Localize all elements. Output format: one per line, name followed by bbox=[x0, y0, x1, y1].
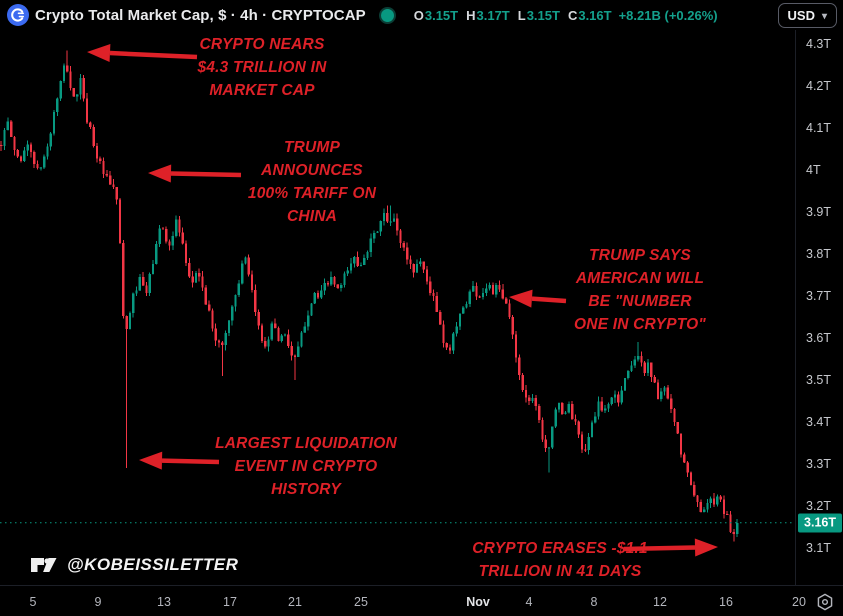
price-axis-label: 3.7T bbox=[806, 289, 832, 303]
annotation-trump-tariff: TRUMP ANNOUNCES 100% TARIFF ON CHINA bbox=[248, 136, 376, 228]
ohlc-values: O 3.15T H 3.17T L 3.15T C 3.16T +8.21B (+0.2… bbox=[406, 8, 718, 23]
open-label: O bbox=[413, 7, 424, 23]
price-axis-label: 3.9T bbox=[806, 205, 832, 219]
watermark: @KOBEISSILETTER bbox=[30, 552, 238, 578]
annotation-line: $4.3 TRILLION IN bbox=[197, 59, 327, 76]
symbol-title[interactable]: Crypto Total Market Cap, $ · 4h · CRYPTO… bbox=[35, 6, 366, 24]
annotation-crypto-nears-peak: CRYPTO NEARS $4.3 TRILLION IN MARKET CAP bbox=[198, 33, 327, 102]
annotation-line: TRUMP bbox=[283, 139, 341, 156]
annotation-line: 100% TARIFF ON bbox=[247, 185, 377, 202]
cryptocap-logo-icon bbox=[7, 4, 29, 26]
open-value: 3.15T bbox=[424, 7, 459, 23]
time-axis-label: 17 bbox=[223, 595, 237, 609]
price-axis[interactable]: 3.16T 4.3T 4.2T 4.1T 4T 3.9T 3.8T 3.7T 3.6T 3.5T… bbox=[795, 30, 843, 585]
time-axis-label: 4 bbox=[525, 595, 533, 609]
price-axis-label: 3.3T bbox=[806, 457, 832, 471]
annotation-line: EVENT IN CRYPTO bbox=[234, 458, 378, 475]
annotation-arrow-shaft bbox=[170, 171, 242, 178]
price-axis-label: 4.3T bbox=[806, 37, 832, 51]
annotation-arrow-shaft bbox=[109, 50, 198, 60]
price-axis-label: 3.2T bbox=[806, 499, 832, 513]
price-axis-label: 4.2T bbox=[806, 79, 832, 93]
low-label: L bbox=[517, 7, 526, 23]
time-axis-label: Nov bbox=[466, 595, 490, 609]
annotation-line: ANNOUNCES bbox=[261, 162, 363, 179]
price-axis-label: 3.4T bbox=[806, 415, 832, 429]
chart-header: Crypto Total Market Cap, $ · 4h · CRYPTO… bbox=[0, 0, 843, 30]
annotation-line: LARGEST LIQUIDATION bbox=[215, 435, 397, 452]
currency-dropdown-button[interactable]: USD ▾ bbox=[777, 3, 837, 28]
annotation-line: BE "NUMBER bbox=[588, 293, 692, 310]
time-axis-label: 9 bbox=[94, 595, 102, 609]
annotation-arrow-shaft bbox=[531, 296, 567, 304]
annotation-line: MARKET CAP bbox=[209, 82, 315, 99]
time-axis-label: 5 bbox=[29, 595, 37, 609]
market-status-dot[interactable] bbox=[378, 6, 396, 24]
annotation-largest-liquidation: LARGEST LIQUIDATION EVENT IN CRYPTO HISTOR… bbox=[215, 432, 397, 501]
annotation-arrow-head bbox=[694, 538, 718, 557]
annotation-line: CHINA bbox=[286, 208, 338, 225]
high-label: H bbox=[466, 7, 476, 23]
annotation-arrow-head bbox=[509, 289, 533, 308]
change-value: +8.21B (+0.26%) bbox=[618, 7, 718, 23]
close-label: C bbox=[567, 7, 578, 23]
annotation-line: TRUMP SAYS bbox=[589, 247, 691, 264]
price-axis-label: 3.1T bbox=[806, 541, 832, 555]
annotation-line: AMERICAN WILL bbox=[575, 270, 705, 287]
time-axis-label: 25 bbox=[354, 595, 368, 609]
annotation-arrow-head bbox=[139, 451, 163, 470]
time-axis-label: 16 bbox=[719, 595, 733, 609]
low-value: 3.15T bbox=[526, 7, 560, 23]
time-axis[interactable]: 5 9 13 17 21 25 Nov 4 8 12 16 20 bbox=[0, 585, 843, 616]
annotation-line: CRYPTO NEARS bbox=[199, 36, 325, 53]
price-axis-label: 3.5T bbox=[806, 373, 832, 387]
gear-icon[interactable] bbox=[816, 593, 834, 611]
annotation-line: CRYPTO ERASES -$1.1 bbox=[472, 540, 648, 557]
time-axis-label: 13 bbox=[157, 595, 171, 609]
annotation-arrow-head bbox=[87, 44, 111, 63]
annotation-arrow-shaft bbox=[161, 458, 220, 465]
currency-label: USD bbox=[787, 8, 815, 23]
high-value: 3.17T bbox=[476, 7, 510, 23]
watermark-handle: @KOBEISSILETTER bbox=[67, 555, 239, 574]
current-price-badge: 3.16T bbox=[798, 513, 842, 533]
price-axis-label: 4.1T bbox=[806, 121, 832, 135]
price-axis-label: 4T bbox=[806, 163, 821, 177]
time-axis-label: 20 bbox=[792, 595, 806, 609]
annotation-crypto-erases: CRYPTO ERASES -$1.1 TRILLION IN 41 DAYS bbox=[472, 537, 648, 583]
close-value: 3.16T bbox=[578, 7, 612, 23]
annotation-trump-number-one: TRUMP SAYS AMERICAN WILL BE "NUMBER ONE IN … bbox=[574, 244, 706, 336]
time-axis-label: 8 bbox=[590, 595, 598, 609]
tradingview-logo-icon bbox=[31, 558, 57, 572]
chevron-down-icon: ▾ bbox=[821, 10, 827, 22]
annotation-line: HISTORY bbox=[271, 481, 341, 498]
time-axis-label: 21 bbox=[288, 595, 302, 609]
price-axis-label: 3.6T bbox=[806, 331, 832, 345]
price-axis-label: 3.8T bbox=[806, 247, 832, 261]
annotation-line: ONE IN CRYPTO" bbox=[574, 316, 706, 333]
annotation-arrow-shaft bbox=[623, 545, 696, 552]
time-axis-label: 12 bbox=[653, 595, 667, 609]
annotation-arrow-head bbox=[148, 164, 172, 183]
annotation-line: TRILLION IN 41 DAYS bbox=[478, 563, 642, 580]
